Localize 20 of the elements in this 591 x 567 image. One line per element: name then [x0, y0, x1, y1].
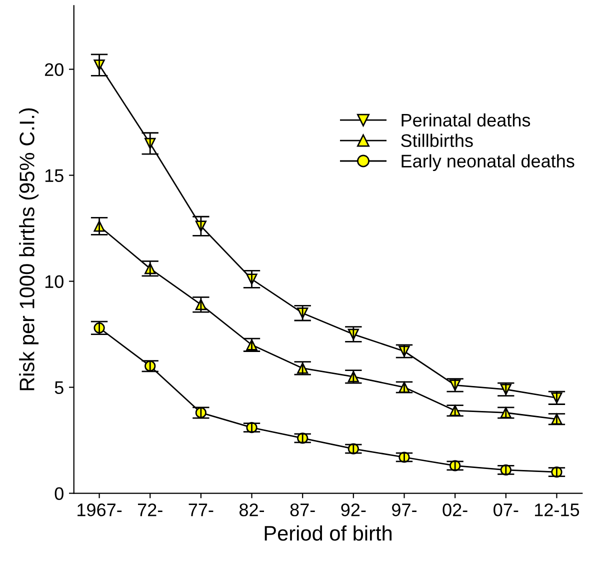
y-axis-title: Risk per 1000 births (95% C.I.) — [19, 108, 39, 390]
y-tick-label: 5 — [54, 381, 64, 394]
x-tick-label: 87- — [290, 503, 315, 516]
legend-label: Stillbirths — [401, 134, 473, 148]
x-tick-label: 07- — [494, 503, 518, 516]
legend-label: Perinatal deaths — [402, 113, 530, 127]
x-tick-label: 82- — [240, 503, 264, 516]
x-tick-label: 02- — [442, 503, 468, 516]
y-tick-label: 15 — [45, 169, 64, 182]
x-axis-title: Period of birth — [264, 525, 392, 541]
x-tick-label: 72- — [138, 503, 162, 516]
y-tick-label: 10 — [45, 275, 64, 288]
x-tick-label: 1967- — [78, 503, 122, 516]
legend-label: Early neonatal deaths — [402, 154, 574, 172]
x-tick-label: 97- — [392, 503, 416, 516]
x-tick-label: 12-15 — [535, 503, 580, 516]
y-tick-label: 20 — [44, 63, 64, 76]
x-tick-label: 92- — [341, 503, 366, 516]
y-tick-label: 0 — [54, 487, 64, 500]
x-tick-label: 77- — [188, 504, 214, 516]
